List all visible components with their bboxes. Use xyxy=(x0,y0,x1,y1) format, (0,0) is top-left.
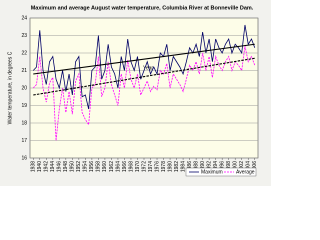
x-tick-label: 1978 xyxy=(161,161,167,172)
x-tick-label: 1968 xyxy=(128,161,134,172)
x-tick-label: 1970 xyxy=(135,161,141,172)
data-line xyxy=(32,24,256,110)
y-tick-label: 17 xyxy=(21,138,27,144)
y-tick-label: 23 xyxy=(21,33,27,39)
y-tick-label: 21 xyxy=(21,68,27,74)
x-tick-label: 1972 xyxy=(141,161,147,172)
chart: Maximum and average August water tempera… xyxy=(0,0,271,186)
x-tick-label: 1942 xyxy=(44,161,50,172)
x-tick-label: 1990 xyxy=(200,161,206,172)
y-tick-label: 19 xyxy=(21,103,27,109)
x-tick-label: 1982 xyxy=(174,161,180,172)
y-tick-label: 24 xyxy=(21,15,27,21)
x-tick-label: 1950 xyxy=(70,161,76,172)
x-tick-label: 1962 xyxy=(109,161,115,172)
x-tick-label: 1960 xyxy=(102,161,108,172)
x-tick-label: 1964 xyxy=(115,161,121,172)
y-tick-label: 22 xyxy=(21,50,27,56)
x-tick-label: 1958 xyxy=(96,161,102,172)
x-tick-label: 1948 xyxy=(63,161,69,172)
x-tick-label: 1988 xyxy=(193,161,199,172)
data-line xyxy=(32,45,256,141)
x-tick-label: 1984 xyxy=(180,161,186,172)
x-tick-label: 1974 xyxy=(148,161,154,172)
x-tick-label: 1938 xyxy=(31,161,37,172)
y-tick-label: 18 xyxy=(21,120,27,126)
x-tick-label: 1956 xyxy=(89,161,95,172)
x-axis-title: Year xyxy=(143,65,153,71)
chart-title: Maximum and average August water tempera… xyxy=(31,5,254,11)
x-tick-label: 2002 xyxy=(239,161,245,172)
x-tick-label: 1992 xyxy=(206,161,212,172)
y-tick-label: 20 xyxy=(21,85,27,91)
x-tick-label: 1998 xyxy=(226,161,232,172)
legend-label: Average xyxy=(236,169,255,175)
x-tick-label: 1944 xyxy=(50,161,56,172)
trend-line xyxy=(33,57,255,96)
x-tick-label: 1980 xyxy=(167,161,173,172)
y-axis-title: Water temperature, in degrees C xyxy=(7,51,13,124)
x-tick-label: 2006 xyxy=(252,161,258,172)
legend-label: Maximum xyxy=(201,169,223,175)
x-tick-label: 1994 xyxy=(213,161,219,172)
x-tick-label: 2004 xyxy=(246,161,252,172)
y-tick-label: 16 xyxy=(21,155,27,161)
x-tick-label: 1986 xyxy=(187,161,193,172)
x-tick-label: 1954 xyxy=(83,161,89,172)
legend-box xyxy=(185,167,257,177)
x-tick-label: 1996 xyxy=(219,161,225,172)
x-tick-label: 1946 xyxy=(57,161,63,172)
x-tick-label: 1952 xyxy=(76,161,82,172)
x-tick-label: 1940 xyxy=(37,161,43,172)
x-tick-label: 1976 xyxy=(154,161,160,172)
trend-line xyxy=(33,43,255,75)
x-tick-label: 1966 xyxy=(122,161,128,172)
x-tick-label: 2000 xyxy=(233,161,239,172)
